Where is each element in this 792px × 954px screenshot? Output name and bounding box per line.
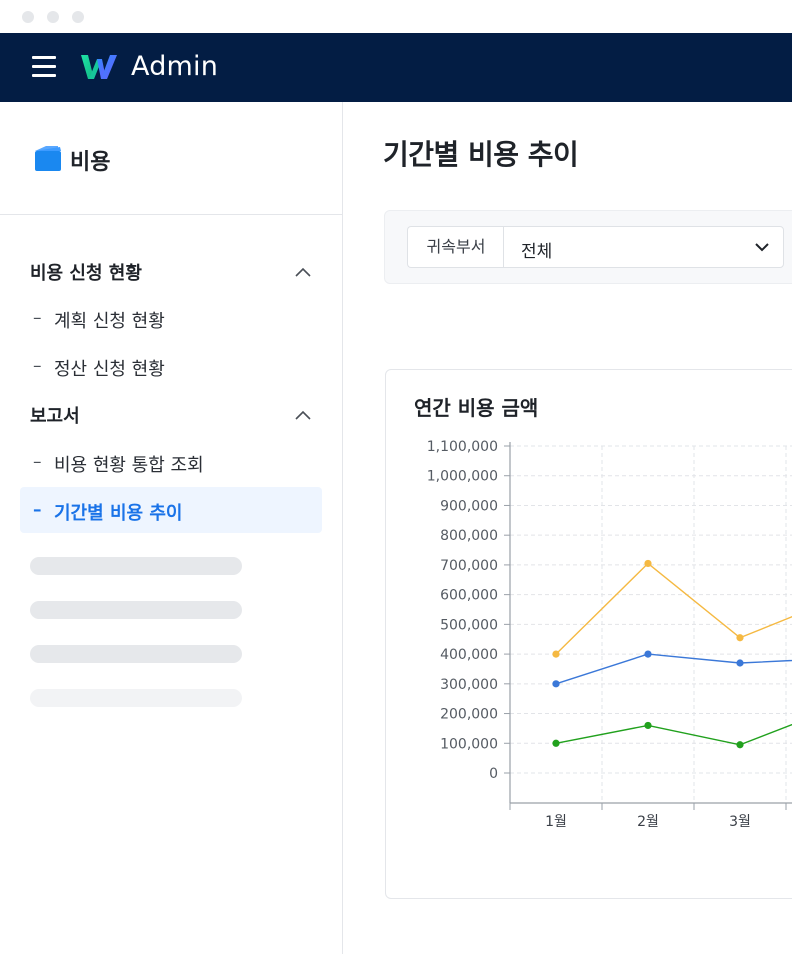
sidebar: 비용 비용 신청 현황 – 계획 신청 현황 – 정산 신청 현황 보고서 – … [0,102,343,954]
chevron-up-icon[interactable] [294,266,312,278]
y-tick-label: 1,100,000 [427,439,498,455]
brand-name[interactable]: Admin [131,51,219,82]
folder-icon [35,146,61,171]
nav-group-report[interactable]: 보고서 [30,406,80,427]
skeleton-placeholder [30,689,242,707]
x-tick-label: 1월 [545,814,567,830]
skeleton-placeholder [30,557,242,575]
y-tick-label: 800,000 [440,528,498,544]
data-point [644,650,652,658]
y-tick-label: 0 [489,766,498,782]
department-filter-label: 귀속부서 [407,226,504,268]
series-line-2 [555,723,792,746]
sidebar-title: 비용 [70,150,111,175]
x-tick-label: 3월 [729,814,751,830]
hamburger-menu-icon[interactable] [32,55,58,77]
item-dash: – [33,308,42,328]
sidebar-item-plan-request[interactable]: – 계획 신청 현황 [20,295,322,341]
data-point [552,680,560,688]
y-tick-label: 1,000,000 [427,469,498,485]
data-point [644,721,652,730]
data-point [552,650,560,658]
sidebar-item-settlement-request[interactable]: – 정산 신청 현황 [20,343,322,389]
item-dash: – [33,452,42,472]
y-tick-label: 600,000 [440,588,498,604]
chevron-down-icon [755,243,769,252]
window-minimize-dot[interactable] [47,11,59,23]
data-point [736,741,744,749]
data-point [644,559,652,568]
chart-title: 연간 비용 금액 [414,396,539,420]
data-point [736,659,744,667]
skeleton-placeholder [30,601,242,619]
chart-card [385,369,792,899]
sidebar-item-label: 정산 신청 현황 [54,359,165,380]
sidebar-item-label: 계획 신청 현황 [54,311,165,332]
data-point [736,634,744,642]
item-dash: – [33,500,42,520]
department-select[interactable]: 전체 [503,226,784,268]
x-tick-label: 2월 [637,814,659,830]
y-tick-label: 400,000 [440,647,498,663]
window-titlebar [0,0,792,33]
w-logo-icon [81,55,117,79]
app-header: Admin [0,33,792,102]
y-tick-label: 300,000 [440,677,498,693]
y-tick-label: 700,000 [440,558,498,574]
sidebar-header: 비용 [0,102,342,215]
sidebar-item-integrated-view[interactable]: – 비용 현황 통합 조회 [20,439,322,485]
data-point [552,739,560,747]
window-maximize-dot[interactable] [72,11,84,23]
y-tick-label: 200,000 [440,707,498,723]
nav-group-cost-request[interactable]: 비용 신청 현황 [30,263,142,284]
y-tick-label: 100,000 [440,736,498,752]
window-close-dot[interactable] [22,11,34,23]
series-line-1 [555,653,792,685]
page-title: 기간별 비용 추이 [383,138,579,171]
sidebar-item-period-trend[interactable]: – 기간별 비용 추이 [20,487,322,533]
item-dash: – [33,356,42,376]
series-line-0 [555,562,792,655]
department-select-value: 전체 [521,242,553,262]
y-tick-label: 500,000 [440,617,498,633]
sidebar-item-label: 기간별 비용 추이 [54,503,183,524]
annual-cost-line-chart: 1,100,000 1,000,000 900,000 800,000 700,000 6… [427,439,792,830]
chevron-up-icon[interactable] [294,409,312,421]
y-tick-label: 900,000 [440,498,498,514]
skeleton-placeholder [30,645,242,663]
sidebar-item-label: 비용 현황 통합 조회 [54,455,204,476]
